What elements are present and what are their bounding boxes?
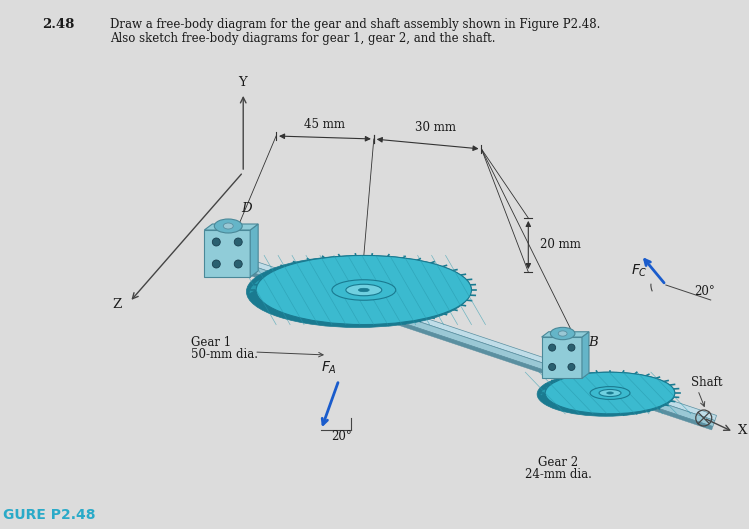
- Text: GURE P2.48: GURE P2.48: [3, 508, 95, 522]
- Polygon shape: [231, 253, 717, 421]
- Ellipse shape: [537, 372, 675, 416]
- Ellipse shape: [359, 288, 369, 291]
- Ellipse shape: [214, 219, 242, 233]
- Polygon shape: [250, 224, 258, 277]
- Text: B: B: [588, 336, 598, 349]
- Text: $F_C$: $F_C$: [631, 263, 648, 279]
- Ellipse shape: [246, 256, 470, 327]
- Circle shape: [234, 260, 242, 268]
- Text: Also sketch free-body diagrams for gear 1, gear 2, and the shaft.: Also sketch free-body diagrams for gear …: [109, 32, 495, 45]
- Polygon shape: [542, 332, 589, 337]
- Ellipse shape: [545, 372, 675, 414]
- Circle shape: [212, 260, 220, 268]
- Circle shape: [212, 238, 220, 246]
- Text: X: X: [738, 424, 747, 436]
- Text: 20°: 20°: [694, 285, 715, 298]
- Text: 20°: 20°: [331, 430, 352, 443]
- Ellipse shape: [599, 389, 621, 397]
- Text: D: D: [241, 202, 252, 215]
- Ellipse shape: [551, 327, 575, 340]
- Text: Y: Y: [238, 76, 246, 89]
- Text: $F_A$: $F_A$: [321, 360, 337, 377]
- Text: Shaft: Shaft: [691, 376, 722, 388]
- Ellipse shape: [590, 387, 630, 399]
- Text: 24-mm dia.: 24-mm dia.: [525, 468, 592, 481]
- Text: Gear 2: Gear 2: [538, 456, 578, 469]
- Text: Draw a free-body diagram for the gear and shaft assembly shown in Figure P2.48.: Draw a free-body diagram for the gear an…: [109, 18, 600, 31]
- Ellipse shape: [332, 280, 395, 300]
- Ellipse shape: [558, 331, 567, 336]
- Circle shape: [548, 363, 556, 370]
- Circle shape: [568, 344, 575, 351]
- Circle shape: [234, 238, 242, 246]
- Polygon shape: [249, 256, 471, 294]
- Text: Gear 1: Gear 1: [192, 336, 231, 349]
- Polygon shape: [540, 372, 675, 396]
- Text: 45 mm: 45 mm: [304, 118, 345, 131]
- Text: 30 mm: 30 mm: [415, 121, 456, 134]
- Text: 2.48: 2.48: [42, 18, 74, 31]
- Circle shape: [568, 363, 575, 370]
- Text: 50-mm dia.: 50-mm dia.: [192, 348, 258, 361]
- Polygon shape: [227, 264, 713, 430]
- Text: Z: Z: [112, 297, 121, 311]
- Ellipse shape: [607, 392, 613, 394]
- Text: 20 mm: 20 mm: [540, 239, 581, 251]
- Circle shape: [548, 344, 556, 351]
- Ellipse shape: [346, 284, 382, 296]
- Polygon shape: [204, 230, 250, 277]
- Ellipse shape: [223, 223, 233, 229]
- Polygon shape: [582, 332, 589, 378]
- Polygon shape: [204, 224, 258, 230]
- Polygon shape: [542, 337, 582, 378]
- Polygon shape: [228, 259, 715, 426]
- Ellipse shape: [256, 256, 471, 325]
